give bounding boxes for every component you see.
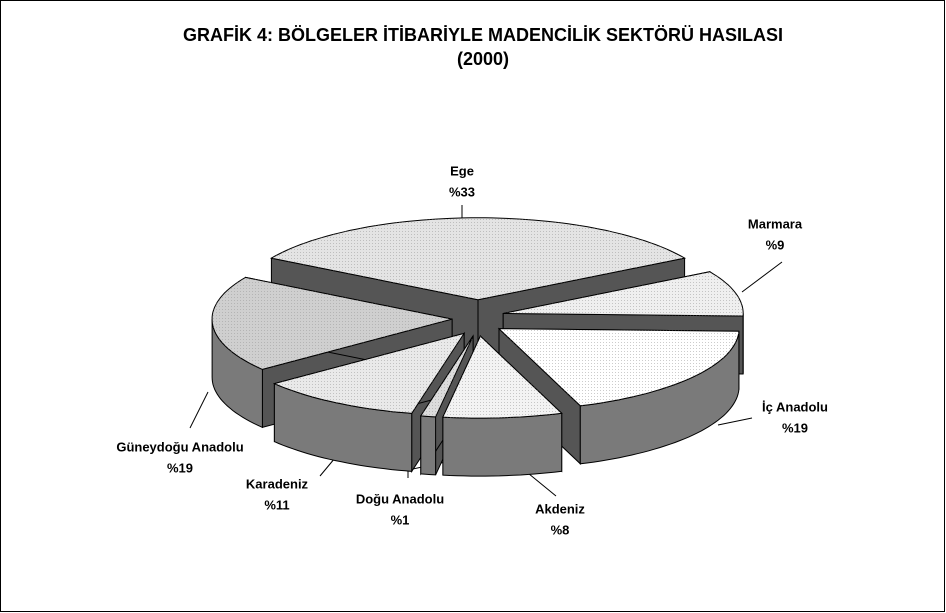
slice-label: Karadeniz: [246, 476, 309, 491]
leader-line: [189, 391, 209, 429]
slice-top-texture: [271, 217, 685, 300]
slice-value-label: %33: [449, 184, 475, 199]
slice-top-texture: [274, 333, 465, 414]
slice-label: Marmara: [748, 216, 803, 231]
chart-subtitle: (2000): [457, 49, 509, 69]
slice-top-texture: [212, 277, 453, 370]
slice-label: Güneydoğu Anadolu: [116, 439, 243, 454]
slice-outer-wall: [420, 415, 437, 476]
slice-label: Doğu Anadolu: [356, 491, 444, 506]
slice-value-label: %9: [766, 237, 785, 252]
pie: [211, 217, 744, 477]
slice-value-label: %8: [551, 522, 570, 537]
leader-line: [741, 261, 783, 293]
slice: [497, 327, 740, 465]
slice-top-texture: [420, 335, 474, 417]
slice-label: Ege: [450, 163, 474, 178]
chart-title: GRAFİK 4: BÖLGELER İTİBARİYLE MADENCİLİK…: [183, 25, 783, 45]
slice-label: Akdeniz: [535, 501, 585, 516]
leader-line: [717, 417, 753, 426]
slice: [442, 334, 563, 477]
slice-value-label: %11: [264, 497, 289, 512]
slice-label: İç Anadolu: [762, 399, 828, 414]
slice-value-label: %19: [167, 460, 193, 475]
slice-top-texture: [503, 271, 744, 316]
slice-outer-wall: [442, 412, 563, 477]
slice-value-label: %19: [782, 420, 808, 435]
slice-top-texture: [499, 328, 739, 406]
slice: [272, 331, 466, 474]
slice-top-texture: [442, 336, 562, 419]
slice-value-label: %1: [391, 512, 410, 527]
